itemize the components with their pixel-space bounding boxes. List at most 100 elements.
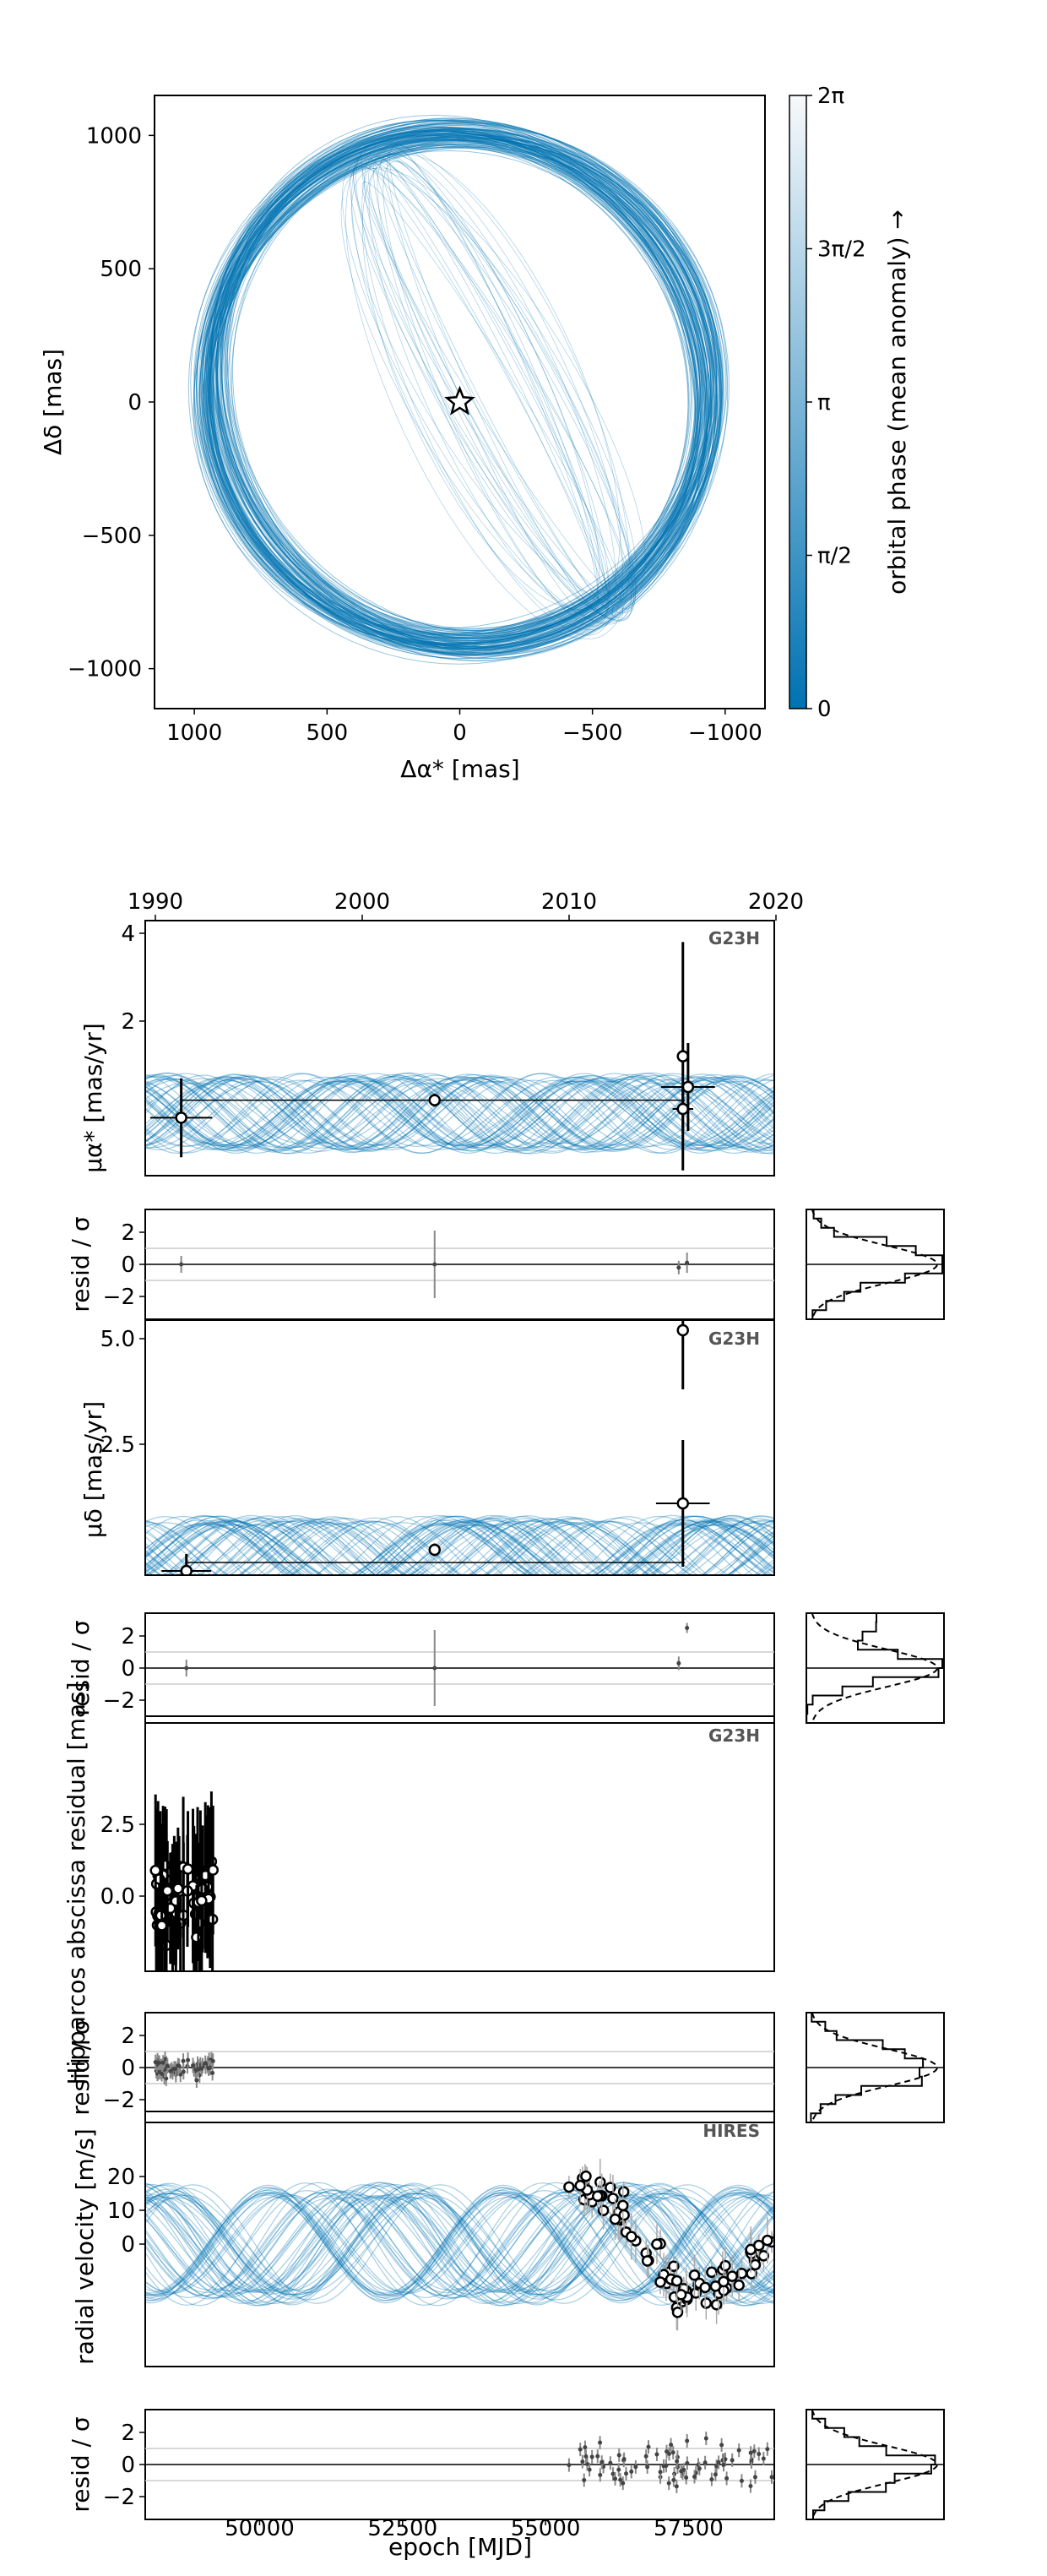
pmra-frame xyxy=(144,920,775,1177)
orbit-line xyxy=(206,134,724,641)
orbit-line xyxy=(193,133,712,648)
model-curve xyxy=(145,2184,774,2304)
residual-point xyxy=(665,2449,670,2454)
orbit-line xyxy=(209,146,703,647)
orbit-line xyxy=(361,155,607,616)
residual-point xyxy=(199,2066,204,2071)
model-curve xyxy=(145,1079,774,1148)
orbit-line xyxy=(216,138,710,648)
residual-point xyxy=(210,2070,215,2075)
y-tick-label: −1000 xyxy=(68,657,142,682)
y-tick-label: 0 xyxy=(127,390,142,416)
data-point xyxy=(699,2281,711,2294)
data-point xyxy=(428,1543,441,1557)
orbit-line xyxy=(202,130,715,652)
residual-point xyxy=(598,2472,603,2477)
orbit-line xyxy=(340,167,637,623)
residual-point xyxy=(761,2456,766,2461)
sky-x-ticks: 1000 500 0 −500 −1000 xyxy=(166,709,762,746)
residual-point xyxy=(583,2445,588,2450)
data-point xyxy=(670,2274,683,2287)
y-tick-label: 1000 xyxy=(86,123,142,149)
residual-point xyxy=(621,2457,627,2462)
residual-point xyxy=(583,2454,589,2459)
model-curve xyxy=(145,1077,774,1149)
pmra-y-ticks: 24 xyxy=(121,921,145,1035)
orbit-line xyxy=(202,146,715,646)
model-curve xyxy=(145,2184,774,2304)
model-curve xyxy=(147,1521,774,1575)
model-curve xyxy=(196,1520,774,1575)
orbit-line xyxy=(220,119,707,645)
orbit-line xyxy=(199,136,713,645)
y-tick-label: −500 xyxy=(82,524,142,549)
hipparcos-y-ticks: 0.0 2.5 xyxy=(100,1812,145,1910)
residual-point xyxy=(674,2484,679,2489)
residual-point xyxy=(675,2459,680,2464)
orbit-line xyxy=(212,121,719,650)
orbit-line xyxy=(201,128,718,639)
pmra-residual-panel: 2 0 −2 resid / σ xyxy=(67,1209,775,1320)
data-point xyxy=(676,1050,689,1062)
mjd-x-ticks: 50000 52500 55000 57500 xyxy=(225,2516,724,2541)
model-curve xyxy=(163,1519,774,1575)
x-tick-label: 0 xyxy=(453,720,467,746)
x-tick-label: 50000 xyxy=(225,2516,295,2541)
model-curve xyxy=(145,1519,769,1575)
model-curve xyxy=(145,2194,774,2294)
data-point xyxy=(676,1323,689,1337)
rv-frame xyxy=(144,2111,775,2367)
data-point xyxy=(676,1497,689,1510)
model-curve xyxy=(145,1080,774,1146)
model-curve xyxy=(145,1072,774,1155)
orbit-line xyxy=(205,139,713,654)
model-curve xyxy=(145,1521,774,1575)
model-curve xyxy=(145,1082,774,1144)
residual-point xyxy=(703,2436,708,2441)
rv-residual-panel: 2 0 −2 resid / σ xyxy=(67,2409,775,2520)
orbit-line xyxy=(193,136,712,645)
pmdec-model-band xyxy=(145,1514,774,1575)
orbit-line xyxy=(204,123,709,649)
orbit-line xyxy=(375,155,623,619)
residual-point xyxy=(618,2477,623,2482)
residual-point xyxy=(432,1262,437,1267)
data-point xyxy=(671,2307,684,2318)
orbit-line xyxy=(203,133,718,645)
data-point xyxy=(641,2255,654,2267)
model-curve xyxy=(145,1524,774,1575)
orbit-line xyxy=(212,141,722,642)
orbit-line xyxy=(205,124,730,649)
orbit-line xyxy=(227,144,702,639)
pmra-panel: 1990 2000 2010 2020 G23H 24 μα* [mas/yr] 20… xyxy=(67,889,945,1320)
colorbar-ticks: 0 π/2 π 3π/2 2π xyxy=(806,84,866,722)
residual-point xyxy=(654,2452,659,2457)
orbit-line xyxy=(209,139,699,650)
data-point xyxy=(580,2170,592,2182)
y-tick-label: 2 xyxy=(121,2024,135,2049)
orbit-line xyxy=(210,119,702,644)
data-point xyxy=(688,2269,701,2281)
pmdec-frame xyxy=(144,1319,775,1576)
model-curve xyxy=(145,1515,774,1575)
model-curve xyxy=(145,1080,774,1146)
model-curve xyxy=(145,1515,774,1575)
orbit-line xyxy=(226,130,708,634)
residual-point xyxy=(769,2475,774,2480)
residual-point xyxy=(173,2067,178,2072)
sky-plot: 1000 500 0 −500 −1000 1000 500 0 −500 −1000 Δα* … xyxy=(39,95,766,783)
orbit-line xyxy=(231,144,702,640)
data-point xyxy=(709,2280,722,2292)
residual-point xyxy=(685,2460,690,2465)
model-curve xyxy=(145,2194,774,2294)
model-curve xyxy=(169,1524,774,1575)
model-curve xyxy=(145,1074,774,1152)
orbit-line xyxy=(209,134,718,639)
model-curve xyxy=(145,1517,774,1575)
residual-y-label: resid / σ xyxy=(67,2416,95,2512)
model-curve xyxy=(145,1519,768,1575)
orbit-line xyxy=(345,144,630,640)
data-point xyxy=(681,1080,695,1094)
residual-point xyxy=(661,2464,666,2469)
residual-point xyxy=(191,2062,196,2068)
